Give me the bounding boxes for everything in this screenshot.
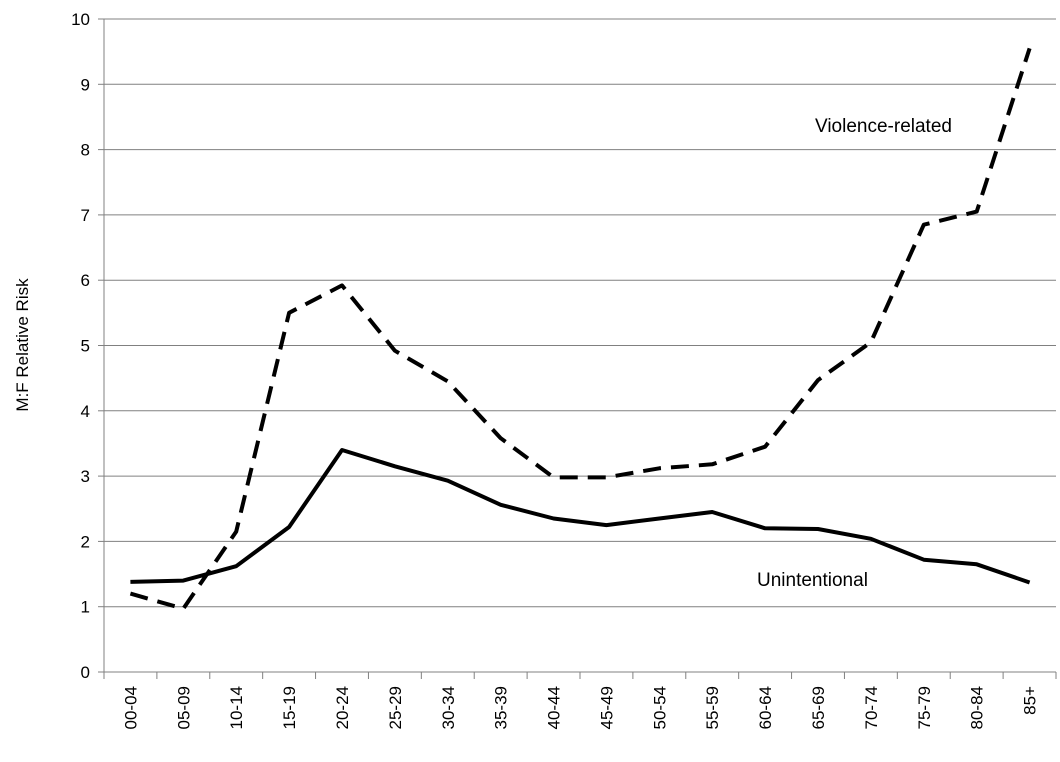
series-line-violence-related — [129, 47, 1032, 611]
x-tick-label: 70-74 — [862, 686, 881, 729]
x-tick-label: 45-49 — [597, 686, 616, 729]
y-tick-label: 4 — [81, 402, 90, 421]
y-axis-label: M:F Relative Risk — [13, 278, 32, 412]
x-tick-labels: 00-04 05-09 10-14 15-19 20-24 25-29 30-34 35-39… — [121, 686, 1039, 730]
annotation-violence-related: Violence-related — [815, 116, 952, 137]
x-tick-label: 05-09 — [174, 686, 193, 729]
x-tick-label: 35-39 — [492, 686, 511, 729]
x-tick-label: 25-29 — [386, 686, 405, 729]
y-tick-labels: 0 1 2 3 4 5 6 7 8 9 10 — [71, 10, 90, 682]
x-tick-label: 75-79 — [915, 686, 934, 729]
annotation-unintentional: Unintentional — [757, 570, 868, 591]
x-tick-label: 30-34 — [439, 686, 458, 729]
x-tick-label: 85+ — [1021, 686, 1040, 715]
gridlines — [104, 18, 1056, 608]
y-tick-label: 2 — [81, 532, 90, 551]
axes — [98, 18, 1057, 679]
x-tick-label: 10-14 — [227, 686, 246, 729]
x-tick-label: 80-84 — [968, 686, 987, 729]
x-tick-label: 50-54 — [650, 686, 669, 729]
x-tick-label: 40-44 — [545, 686, 564, 729]
y-tick-label: 6 — [81, 271, 90, 290]
y-tick-label: 5 — [81, 337, 90, 356]
y-tick-label: 1 — [81, 598, 90, 617]
y-tick-label: 7 — [81, 206, 90, 225]
y-tick-label: 0 — [81, 663, 90, 682]
x-tick-label: 65-69 — [809, 686, 828, 729]
y-tick-label: 10 — [71, 10, 90, 29]
x-tick-label: 60-64 — [756, 686, 775, 729]
x-tick-label: 55-59 — [703, 686, 722, 729]
x-tick-label: 00-04 — [121, 686, 140, 729]
x-tick-label: 15-19 — [280, 686, 299, 729]
y-tick-label: 9 — [81, 75, 90, 94]
series — [129, 47, 1032, 611]
series-line-unintentional — [130, 448, 1031, 585]
y-tick-label: 8 — [81, 141, 90, 160]
y-tick-label: 3 — [81, 467, 90, 486]
x-tick-label: 20-24 — [333, 686, 352, 729]
